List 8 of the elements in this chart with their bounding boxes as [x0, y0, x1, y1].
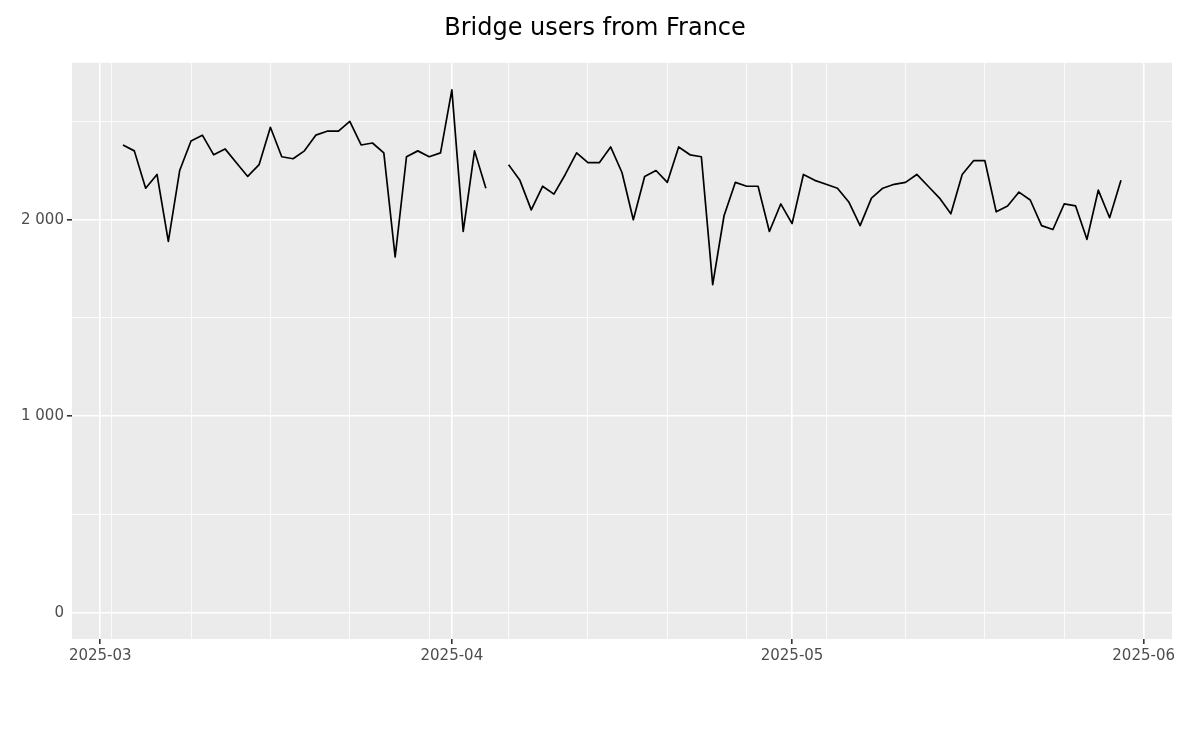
x-tick-label: 2025-03 [68, 645, 132, 664]
x-tick-label: 2025-06 [1112, 645, 1175, 664]
y-tick-label: 2 000 [20, 209, 64, 228]
chart-title: Bridge users from France [444, 12, 746, 41]
x-tick-label: 2025-05 [760, 645, 824, 664]
x-tick-label: 2025-04 [420, 645, 484, 664]
y-tick-label: 1 000 [20, 406, 64, 425]
y-tick-label: 0 [54, 602, 64, 621]
